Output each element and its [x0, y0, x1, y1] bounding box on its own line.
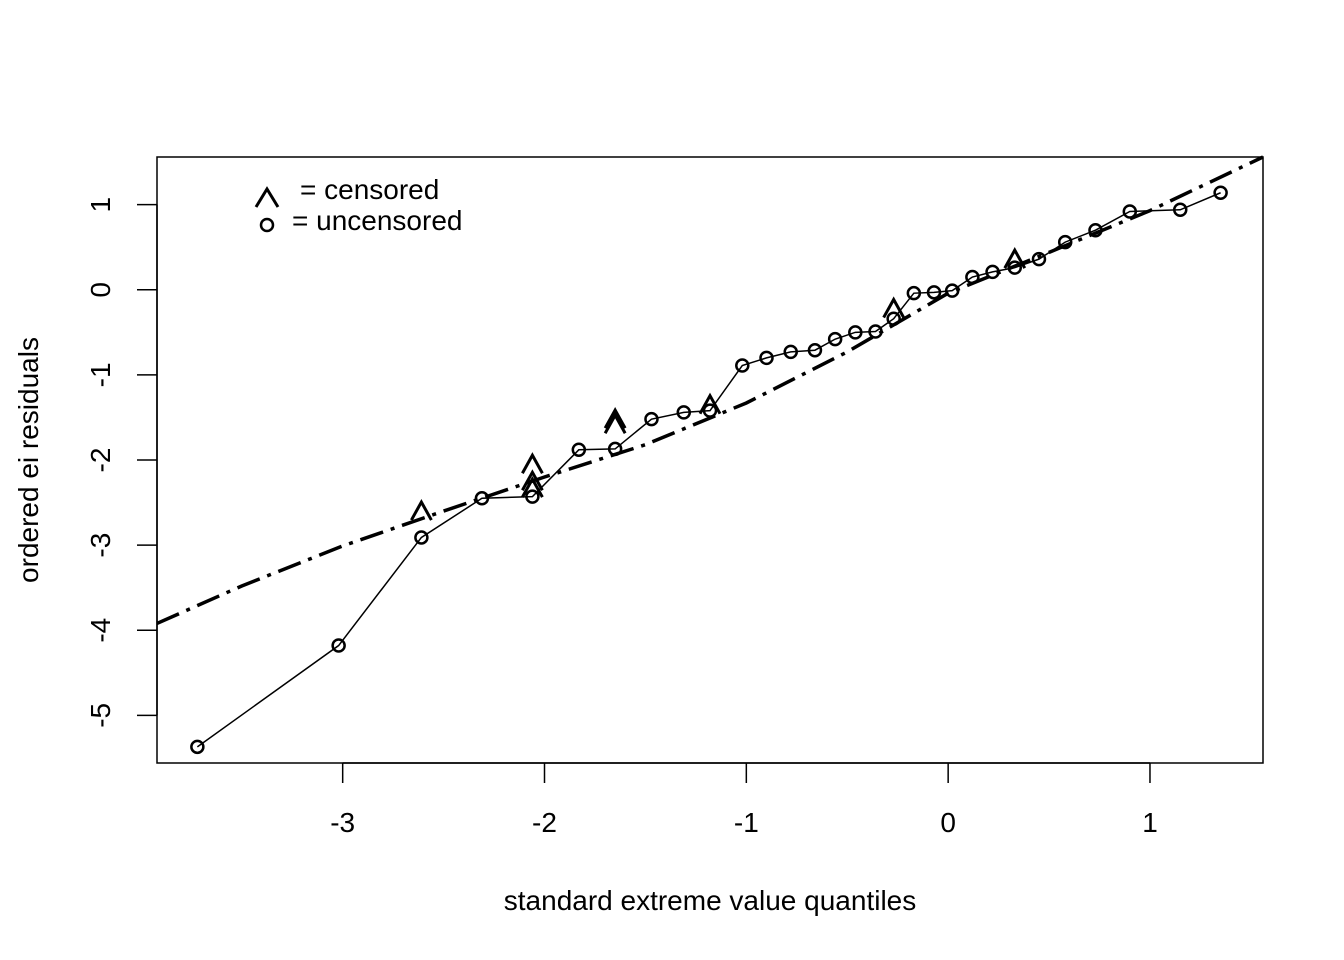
fit-line-layer: [156, 155, 1264, 626]
uncensored-point: [702, 403, 718, 418]
uncensored-point: [1031, 251, 1047, 267]
uncensored-point: [783, 344, 798, 360]
uncensored-point: [1173, 202, 1188, 218]
uncensored-point: [965, 269, 980, 285]
fit-line: [156, 155, 1264, 626]
uncensored-point: [676, 405, 692, 420]
uncensored-point: [906, 285, 922, 301]
censored-point: [410, 498, 433, 521]
uncensored-point: [735, 358, 750, 373]
plot-box: [156, 156, 1264, 764]
points-layer: [190, 185, 1228, 755]
legend: = censored = uncensored: [254, 174, 462, 236]
censored-point: [603, 412, 627, 434]
x-tick-label: -3: [330, 807, 355, 838]
censored-point: [521, 475, 544, 498]
y-tick-label: -1: [85, 362, 116, 387]
uncensored-point: [1213, 185, 1228, 200]
y-tick-label: 0: [85, 282, 116, 298]
uncensored-point: [190, 739, 205, 755]
uncensored-point: [571, 442, 587, 458]
x-tick-label: -1: [734, 807, 759, 838]
uncensored-point: [827, 331, 843, 347]
uncensored-point: [926, 285, 942, 300]
y-tick-label: -2: [85, 448, 116, 473]
x-tick-label: 0: [940, 807, 956, 838]
y-tick-label: -4: [85, 618, 116, 643]
uncensored-point: [525, 489, 540, 504]
x-tick-label: -2: [532, 807, 557, 838]
legend-uncensored-label: = uncensored: [292, 205, 462, 236]
uncensored-point: [1122, 204, 1138, 219]
uncensored-point: [759, 350, 774, 366]
uncensored-point: [886, 311, 901, 326]
censored-point: [882, 296, 905, 319]
uncensored-point: [1007, 260, 1023, 275]
y-tick-label: -5: [85, 703, 116, 728]
uncensored-point: [985, 264, 1000, 280]
legend-censored-symbol: [254, 186, 280, 208]
uncensored-point: [331, 638, 346, 653]
y-axis-label: ordered ei residuals: [13, 337, 44, 583]
censored-point: [521, 469, 544, 492]
censored-point: [698, 392, 722, 415]
y-tick-label: -3: [85, 533, 116, 558]
uncensored-point: [474, 491, 490, 506]
legend-uncensored-symbol: [259, 217, 275, 233]
uncensored-point: [414, 530, 429, 545]
uncensored-point: [868, 324, 883, 339]
censored-point: [603, 407, 627, 429]
x-tick-label: 1: [1142, 807, 1158, 838]
censored-point: [521, 452, 544, 474]
x-axis-label: standard extreme value quantiles: [504, 885, 916, 916]
uncensored-point: [807, 342, 823, 358]
uncensored-point: [848, 325, 863, 340]
uncensored-point: [1057, 234, 1073, 250]
uncensored-point: [944, 283, 960, 298]
uncensored-point: [607, 441, 623, 457]
y-tick-label: 1: [85, 197, 116, 213]
uncensored-point: [644, 411, 659, 427]
uncensored-point: [1088, 222, 1103, 238]
legend-censored-label: = censored: [300, 174, 439, 205]
censored-point: [1003, 247, 1027, 269]
